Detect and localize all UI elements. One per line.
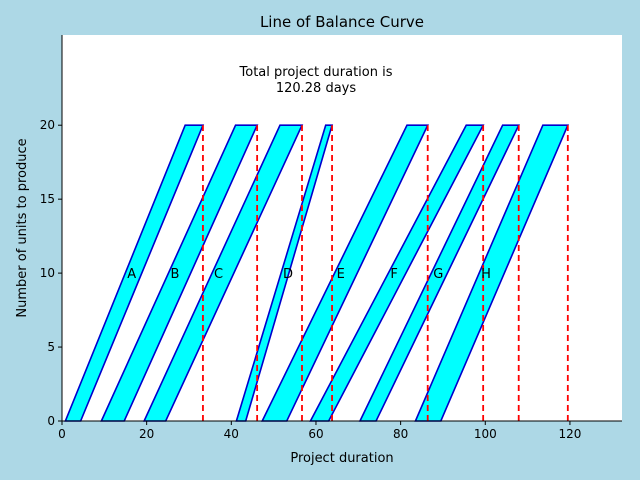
activity-label-e: E bbox=[337, 267, 345, 282]
x-tick-label: 120 bbox=[558, 427, 581, 441]
activity-label-b: B bbox=[170, 267, 179, 282]
activity-label-c: C bbox=[214, 267, 223, 282]
x-tick-label: 0 bbox=[58, 427, 66, 441]
chart-title: Line of Balance Curve bbox=[260, 13, 424, 31]
series-layer bbox=[64, 124, 570, 422]
x-tick-label: 20 bbox=[139, 427, 154, 441]
y-tick-label: 0 bbox=[47, 414, 55, 428]
annotation-line: Total project duration is bbox=[239, 65, 393, 80]
activity-label-d: D bbox=[283, 267, 293, 282]
y-tick-label: 15 bbox=[40, 192, 55, 206]
x-tick-label: 100 bbox=[474, 427, 497, 441]
x-axis-label: Project duration bbox=[290, 451, 393, 466]
y-tick-label: 20 bbox=[40, 118, 55, 132]
activity-label-layer: A B C D E F G H bbox=[127, 267, 491, 282]
y-tick-label: 10 bbox=[40, 266, 55, 280]
tick-layer: 0 20 40 60 80 100 120 0 5 10 15 20 bbox=[40, 118, 582, 441]
y-axis-label: Number of units to produce bbox=[15, 138, 30, 317]
x-tick-label: 60 bbox=[308, 427, 323, 441]
x-tick-label: 80 bbox=[393, 427, 408, 441]
activity-label-f: F bbox=[390, 267, 397, 282]
activity-label-a: A bbox=[127, 267, 136, 282]
activity-label-h: H bbox=[481, 267, 491, 282]
x-tick-label: 40 bbox=[224, 427, 239, 441]
annotation-line: 120.28 days bbox=[276, 81, 357, 96]
activity-label-g: G bbox=[433, 267, 443, 282]
axes-layer bbox=[61, 35, 622, 422]
y-tick-label: 5 bbox=[47, 340, 55, 354]
duration-annotation: Total project duration is 120.28 days bbox=[239, 65, 393, 96]
